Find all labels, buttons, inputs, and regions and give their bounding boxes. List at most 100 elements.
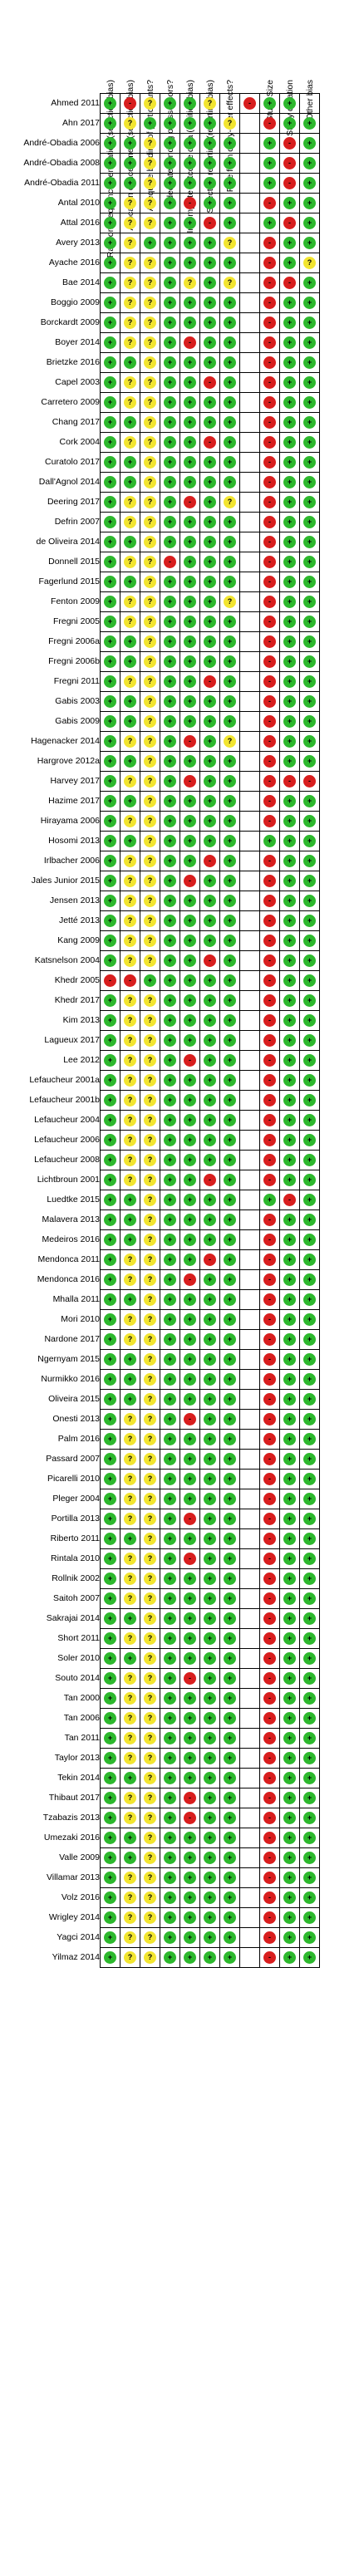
rating-low-dot: + [104,117,116,130]
rating-cell: + [279,452,299,472]
rating-low-dot: + [303,277,316,289]
study-label: Saitoh 2007 [52,1593,100,1603]
rating-cell: ? [120,253,140,272]
study-label: Malavera 2013 [42,1214,100,1224]
rating-cell: + [100,93,120,113]
rating-low-dot: + [204,297,216,309]
rating-cell: + [199,312,219,332]
rating-cell: ? [120,233,140,253]
rating-cell: ? [140,392,160,412]
rating-low-dot: + [224,297,236,309]
rating-cell: + [180,233,199,253]
rating-cell: + [100,213,120,233]
rating-cell [239,492,259,512]
rating-low-dot: + [303,376,316,389]
rating-low-dot: + [303,456,316,469]
rating-low-dot: + [263,177,276,189]
rating-low-dot: + [104,237,116,249]
rating-low-dot: + [303,536,316,548]
rating-low-dot: + [204,336,216,349]
rating-cell: + [120,532,140,552]
rating-low-dot: + [164,536,176,548]
rating-low-dot: + [283,516,296,528]
study-label: Defrin 2007 [54,517,100,527]
rating-cell: + [100,292,120,312]
rating-low-dot: + [224,177,236,189]
rating-cell: - [239,93,259,113]
study-label: Bae 2014 [62,277,100,287]
rating-cell: ? [120,312,140,332]
study-label: Sakrajai 2014 [46,1613,100,1623]
rating-low-dot: + [144,237,156,249]
study-row: Ayache 2016 +?? + + + + - +? [0,253,349,272]
rating-cell: + [180,292,199,312]
rating-low-dot: + [184,177,196,189]
rating-unclear-dot: ? [124,197,136,209]
rating-cell: + [160,193,180,213]
rating-cell: - [199,372,219,392]
rating-cell: - [180,193,199,213]
study-row: de Oliveira 2014 + +? + + + + - + + [0,532,349,552]
rating-cell: - [259,492,279,512]
rating-cell: + [100,532,120,552]
rating-cell: + [299,412,319,432]
rating-high-dot: - [263,536,276,548]
rating-high-dot: - [263,456,276,469]
rating-cell: ? [120,213,140,233]
rating-cell: + [199,233,219,253]
rating-low-dot: + [104,356,116,369]
rating-low-dot: + [303,476,316,488]
rating-low-dot: + [263,97,276,110]
rating-high-dot: - [263,117,276,130]
rating-low-dot: + [303,416,316,429]
rating-cell: + [279,332,299,352]
rating-cell: + [180,392,199,412]
rating-low-dot: + [104,277,116,289]
study-label: Lichtbroun 2001 [37,1175,100,1185]
rating-cell: + [219,213,239,233]
study-row: André-Obadia 2006 + +? + + + + + - + [0,133,349,153]
study-label: Taylor 2013 [54,1753,100,1763]
study-label: Fagerlund 2015 [38,577,100,586]
study-row: Borckardt 2009 +?? + + + + - + + [0,312,349,332]
rating-cell: + [180,253,199,272]
rating-unclear-dot: ? [224,237,236,249]
rating-low-dot: + [104,336,116,349]
rating-cell: + [180,512,199,532]
study-label: Yilmaz 2014 [52,1952,100,1962]
rating-cell: + [279,532,299,552]
rating-cell: + [199,292,219,312]
study-label: Lefaucheur 2001b [29,1095,100,1105]
study-label: Jensen 2013 [49,895,100,905]
rating-low-dot: + [184,436,196,449]
study-label: Tekin 2014 [57,1773,100,1783]
rating-cell: + [219,133,239,153]
rating-low-dot: + [204,277,216,289]
rating-cell: + [199,452,219,472]
rating-unclear-dot: ? [144,137,156,150]
domain-header-9: Study duration [281,0,296,136]
rating-cell: - [259,532,279,552]
rating-low-dot: + [303,177,316,189]
rating-cell: + [299,432,319,452]
rating-cell: + [279,312,299,332]
study-label: Curatolo 2017 [45,457,100,467]
rating-low-dot: + [204,416,216,429]
rating-cell: + [180,352,199,372]
rating-cell [239,312,259,332]
rating-cell: + [299,392,319,412]
rating-cell: ? [299,253,319,272]
rating-cell: + [219,193,239,213]
rating-cell: ? [140,452,160,472]
rating-high-dot: - [263,316,276,329]
study-label: Khedr 2005 [54,975,100,985]
study-label: Chang 2017 [52,417,100,427]
rating-cell: ? [120,372,140,392]
study-label: Villamar 2013 [46,1872,100,1882]
rating-cell [239,233,259,253]
rating-high-dot: - [263,297,276,309]
rating-cell: + [279,472,299,492]
rating-low-dot: + [224,416,236,429]
rating-cell: - [259,552,279,572]
study-row: Boyer 2014 +?? + - + + - + + [0,332,349,352]
